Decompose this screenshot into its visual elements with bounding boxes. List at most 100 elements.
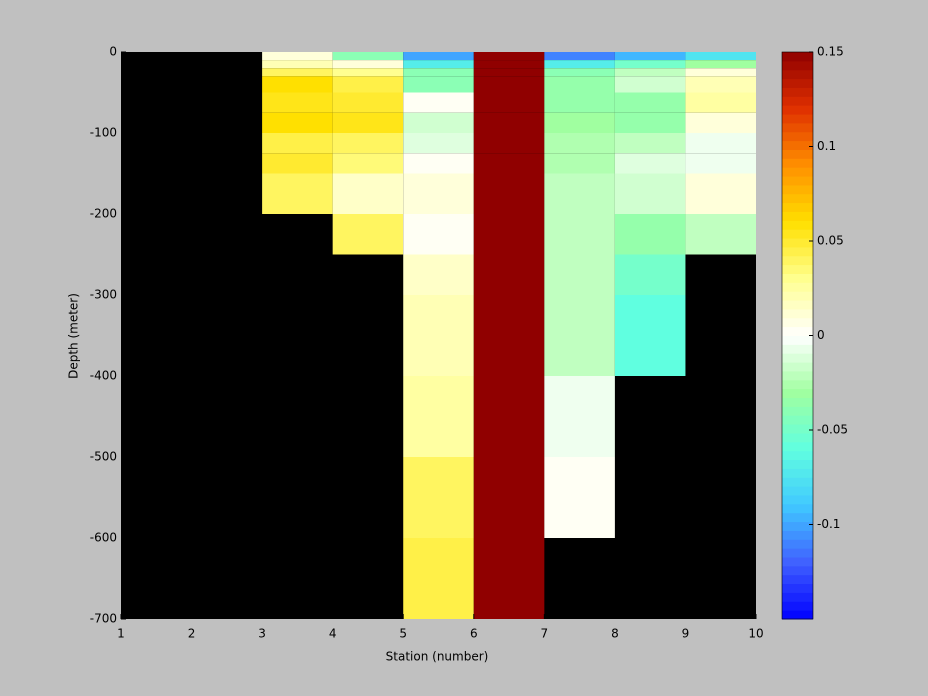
heat-cell [614, 60, 686, 69]
y-tick-label: -200 [90, 207, 117, 221]
colorbar-band [782, 229, 813, 239]
heat-cell [262, 76, 333, 93]
colorbar-band [782, 211, 813, 221]
colorbar-tick-label: 0.05 [817, 234, 844, 248]
colorbar-band [782, 184, 813, 195]
heat-cell [544, 173, 615, 214]
colorbar-band [782, 601, 813, 611]
heat-cell [473, 295, 545, 376]
heat-cell [332, 173, 404, 214]
heat-cell [614, 153, 686, 174]
heat-cell [332, 60, 404, 69]
y-tick-label: -100 [90, 126, 117, 140]
heat-cell [614, 92, 686, 113]
colorbar-band [782, 432, 813, 443]
colorbar-band [782, 220, 813, 230]
colorbar-band [782, 441, 813, 452]
heat-cell [614, 214, 686, 255]
heat-cell [473, 133, 545, 154]
colorbar-band [782, 592, 813, 602]
heat-cell [685, 92, 756, 113]
colorbar-band [782, 574, 813, 585]
colorbar-band [782, 468, 813, 478]
colorbar-band [782, 370, 813, 381]
heat-cell [473, 52, 545, 61]
colorbar-band [782, 193, 813, 204]
colorbar-band [782, 255, 813, 266]
heat-cell [473, 153, 545, 174]
colorbar-band [782, 494, 813, 505]
colorbar-band [782, 140, 813, 150]
colorbar-band [782, 246, 813, 257]
heat-cell [685, 133, 756, 154]
colorbar-band [782, 114, 813, 124]
colorbar-band [782, 424, 813, 434]
heat-cell [544, 457, 615, 538]
heat-cell [262, 92, 333, 113]
heat-cell [614, 52, 686, 61]
colorbar-band [782, 273, 813, 283]
x-axis-label: Station (number) [386, 650, 489, 664]
colorbar-band [782, 87, 813, 97]
colorbar-band [782, 548, 813, 558]
heat-cell [544, 295, 615, 376]
colorbar-band [782, 397, 813, 407]
heat-cell [685, 52, 756, 61]
colorbar-band [782, 353, 813, 363]
heat-cell [403, 92, 474, 113]
heat-cell [403, 254, 474, 295]
heat-cell [544, 76, 615, 93]
x-tick-label: 6 [470, 627, 478, 641]
heat-cell [544, 92, 615, 113]
x-tick-label: 1 [117, 627, 125, 641]
heat-cell [544, 214, 615, 255]
heat-cell [544, 376, 615, 457]
heat-cell [685, 76, 756, 93]
heat-cell [332, 214, 404, 255]
colorbar-band [782, 335, 813, 345]
colorbar-band [782, 539, 813, 549]
colorbar-tick-label: -0.05 [817, 423, 848, 437]
heat-cell [473, 254, 545, 295]
x-tick-label: 2 [188, 627, 196, 641]
y-tick-label: -500 [90, 450, 117, 464]
x-tick-label: 10 [748, 627, 763, 641]
heat-cell [544, 60, 615, 69]
heat-cell [473, 60, 545, 69]
heat-cell [685, 68, 756, 77]
colorbar-band [782, 406, 813, 416]
colorbar-tick-label: 0.15 [817, 45, 844, 59]
colorbar-band [782, 530, 813, 540]
heat-cell [685, 153, 756, 174]
heat-cell [332, 76, 404, 93]
colorbar-band [782, 105, 813, 115]
heat-cell [403, 214, 474, 255]
colorbar-band [782, 512, 813, 523]
heat-cell [544, 112, 615, 133]
x-tick-label: 8 [611, 627, 619, 641]
heat-cell [262, 153, 333, 174]
colorbar-band [782, 158, 813, 168]
heat-cell [473, 68, 545, 77]
heat-cell [403, 376, 474, 457]
x-tick-label: 7 [541, 627, 549, 641]
colorbar-tick-label: 0.1 [817, 139, 836, 153]
colorbar-band [782, 610, 813, 620]
heat-cell [262, 173, 333, 214]
colorbar-band [782, 565, 813, 576]
x-tick-label: 3 [258, 627, 266, 641]
heat-cell [473, 92, 545, 113]
heat-cell [332, 112, 404, 133]
colorbar-band [782, 96, 813, 106]
x-tick-label: 5 [399, 627, 407, 641]
colorbar-band [782, 122, 813, 133]
x-tick-label: 9 [682, 627, 690, 641]
heat-cell [403, 52, 474, 61]
heat-cell [262, 52, 333, 61]
colorbar-band [782, 131, 813, 142]
heat-cell [262, 68, 333, 77]
colorbar-band [782, 176, 813, 186]
heat-cell [332, 68, 404, 77]
heat-cell [332, 92, 404, 113]
